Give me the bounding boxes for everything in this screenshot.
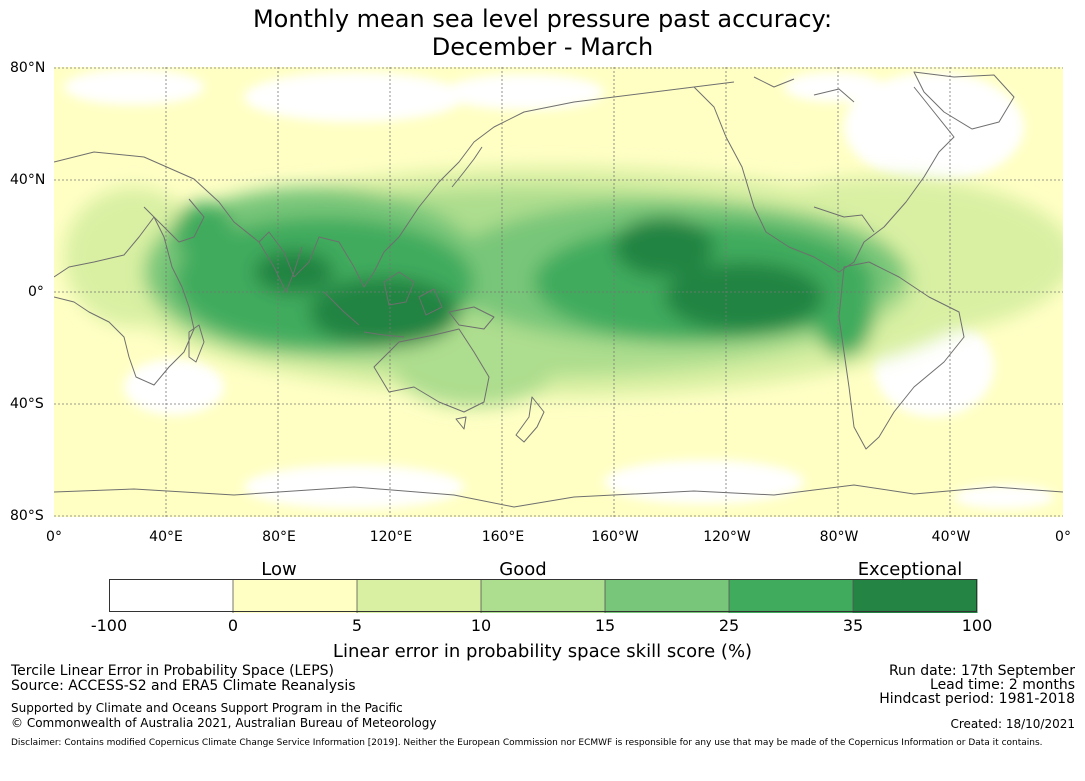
skill-score-map [54,67,1063,517]
colorbar-frame [109,579,977,612]
lon-label-40e: 40°E [149,529,183,545]
colorbar [109,579,978,613]
colorbar-swatch [481,579,606,613]
colorbar-tick: -100 [90,616,128,635]
colorbar-tick: 25 [718,616,740,635]
colorbar-tick: 100 [961,616,993,635]
colorbar-tick: 0 [227,616,239,635]
info-source: Source: ACCESS-S2 and ERA5 Climate Reana… [11,678,356,694]
colorbar-swatch [605,579,730,613]
colorbar-tick: 5 [351,616,363,635]
colorbar-label: Linear error in probability space skill … [332,641,753,662]
map-title-line1: Monthly mean sea level pressure past acc… [252,5,833,33]
lon-label-120w: 120°W [703,529,751,545]
colorbar-swatch [357,579,482,613]
info-hindcast-period: Hindcast period: 1981-2018 [879,691,1075,707]
lat-label-0: 0° [28,284,44,300]
colorbar-swatch [233,579,358,613]
colorbar-tick: 15 [594,616,616,635]
graticule [54,67,1063,517]
lon-label-40w: 40°W [931,529,971,545]
lat-label-80s: 80°S [10,508,44,524]
info-support: Supported by Climate and Oceans Support … [11,701,403,715]
lon-label-80e: 80°E [262,529,296,545]
lon-label-120e: 120°E [369,529,413,545]
lon-label-160e: 160°E [481,529,525,545]
colorbar-category-good: Good [499,559,547,580]
colorbar-tick: 10 [470,616,492,635]
disclaimer: Disclaimer: Contains modified Copernicus… [11,738,1043,748]
lon-label-0-left: 0° [46,529,62,545]
lat-label-40n: 40°N [10,172,46,188]
lat-label-40s: 40°S [10,396,44,412]
colorbar-swatch [853,579,978,613]
lon-label-0-right: 0° [1055,529,1071,545]
colorbar-tick: 35 [842,616,864,635]
info-method: Tercile Linear Error in Probability Spac… [11,663,334,679]
info-lead-time: Lead time: 2 months [930,677,1075,693]
colorbar-swatch [109,579,234,613]
info-copyright: © Commonwealth of Australia 2021, Austra… [11,716,437,730]
lat-label-80n: 80°N [10,60,46,76]
lon-label-80w: 80°W [819,529,859,545]
colorbar-category-exceptional: Exceptional [857,559,963,580]
colorbar-swatch [729,579,854,613]
coastlines [54,71,1063,508]
colorbar-category-low: Low [261,559,297,580]
skill-layers [64,167,1063,407]
info-created: Created: 18/10/2021 [950,717,1075,731]
lon-label-160w: 160°W [591,529,639,545]
info-run-date: Run date: 17th September [888,663,1075,679]
map-title-line2: December - March [431,33,654,61]
